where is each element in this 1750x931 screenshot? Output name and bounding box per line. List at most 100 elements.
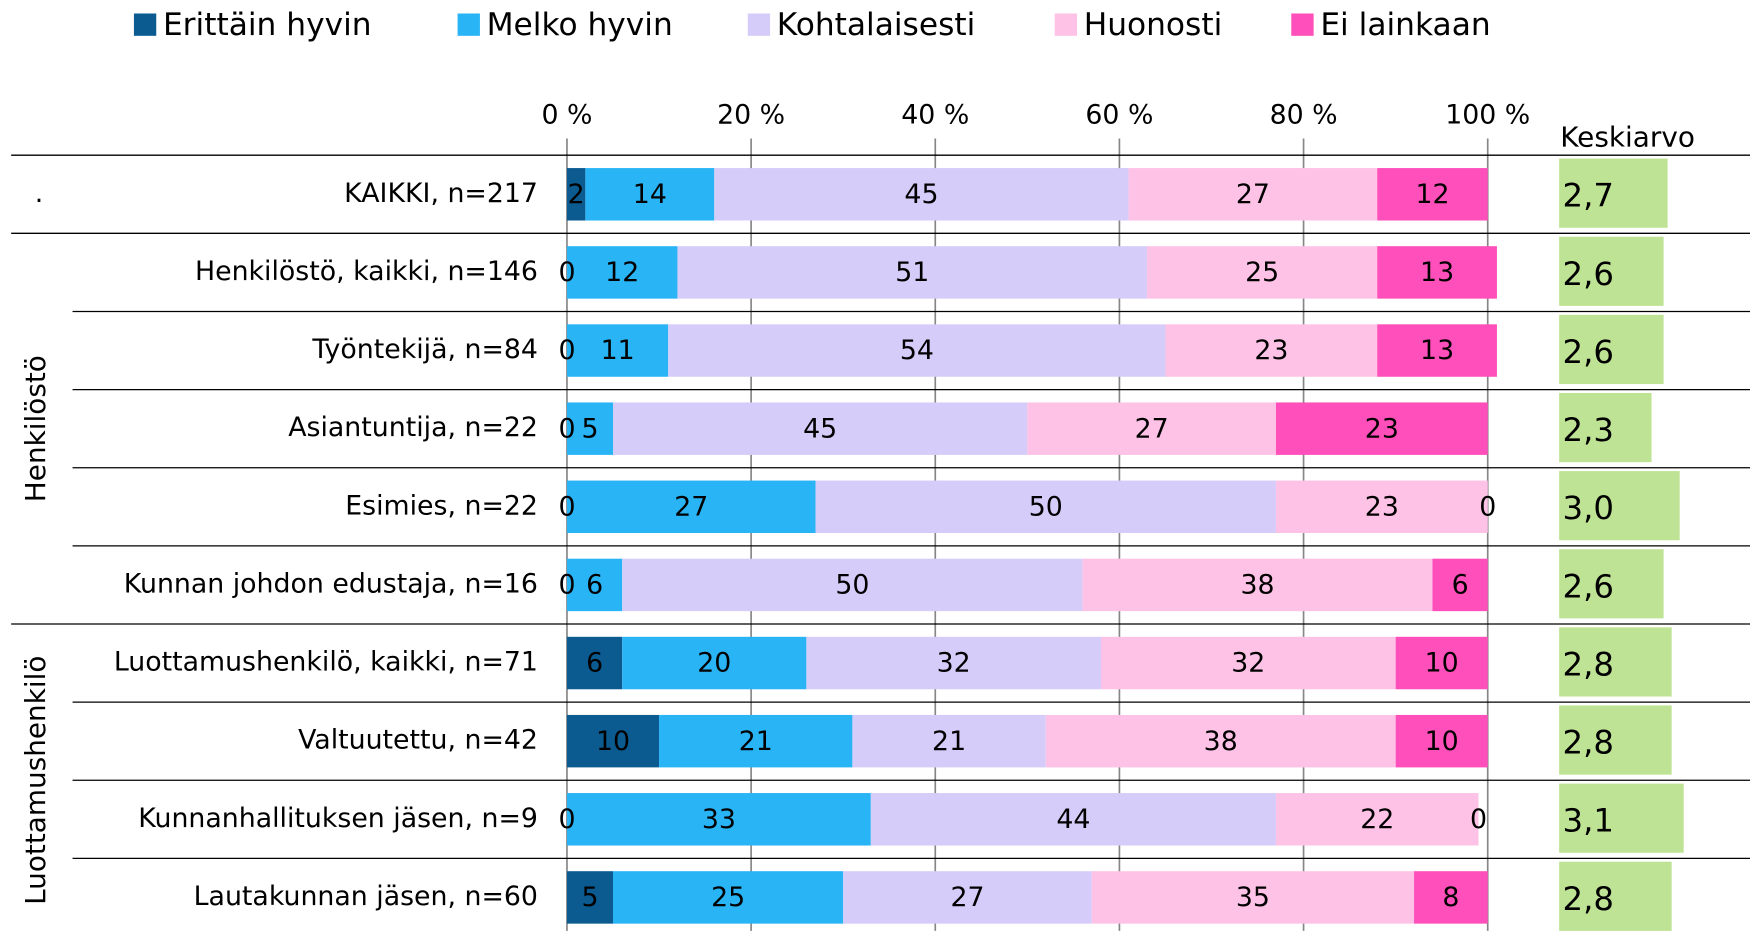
bar-segment	[1377, 324, 1497, 377]
data-label: 33	[702, 804, 736, 835]
bar-segment	[1027, 402, 1276, 455]
data-label: 50	[835, 570, 869, 601]
bar-segment	[1101, 636, 1396, 690]
bar-segment	[1275, 480, 1488, 534]
y-tick-label: Kunnan johdon edustaja, n=16	[124, 568, 538, 599]
data-label: 27	[1135, 413, 1169, 444]
data-label: 0	[558, 570, 575, 601]
bar-segment	[659, 714, 853, 768]
group-label: .	[35, 178, 44, 209]
bar-segment	[622, 558, 1083, 612]
y-tick-label: KAIKKI, n=217	[344, 178, 538, 209]
bar-segment	[1082, 558, 1433, 612]
bar-segment	[1275, 402, 1488, 455]
data-label: 23	[1365, 491, 1399, 522]
data-label: 27	[950, 882, 984, 913]
y-tick-label: Henkilöstö, kaikki, n=146	[195, 256, 538, 287]
data-label: 6	[586, 648, 603, 679]
data-label: 12	[1415, 179, 1449, 210]
mean-label: 2,6	[1563, 333, 1614, 371]
y-tick-label: Luottamushenkilö, kaikki, n=71	[114, 647, 538, 678]
legend-label: Huonosti	[1084, 7, 1223, 43]
mean-bar	[1559, 627, 1672, 697]
y-tick-label: Kunnanhallituksen jäsen, n=9	[138, 803, 538, 834]
x-tick-label: 40 %	[901, 100, 969, 131]
data-label: 27	[674, 491, 708, 522]
x-tick-label: 80 %	[1270, 100, 1338, 131]
data-label: 0	[558, 335, 575, 366]
data-label: 5	[581, 413, 598, 444]
legend-label: Kohtalaisesti	[777, 7, 976, 43]
data-label: 0	[1470, 804, 1487, 835]
mean-label: 2,7	[1563, 177, 1614, 215]
data-label: 44	[1056, 804, 1090, 835]
legend-label: Melko hyvin	[487, 7, 673, 43]
bar-segment	[1045, 714, 1396, 768]
bar-segment	[852, 714, 1046, 768]
bar-segment	[566, 636, 623, 690]
group-label: Henkilöstö	[19, 355, 52, 502]
bar-segment	[1377, 246, 1497, 299]
data-label: 51	[895, 257, 929, 288]
data-label: 35	[1236, 882, 1270, 913]
bar-segment	[1091, 871, 1415, 924]
data-label: 20	[697, 648, 731, 679]
bar-segment	[566, 871, 614, 924]
data-label: 45	[904, 179, 938, 210]
data-label: 0	[558, 804, 575, 835]
mean-label: 2,8	[1563, 880, 1614, 918]
group-label: Luottamushenkilö	[19, 656, 52, 905]
data-label: 27	[1236, 179, 1270, 210]
data-label: 13	[1420, 335, 1454, 366]
bar-segment	[566, 246, 678, 299]
bar-segment	[677, 246, 1148, 299]
data-label: 0	[558, 491, 575, 522]
mean-label: 3,1	[1563, 802, 1614, 840]
x-tick-label: 0 %	[541, 100, 592, 131]
data-label: 0	[558, 413, 575, 444]
mean-bar	[1559, 158, 1668, 228]
data-label: 6	[586, 570, 603, 601]
x-tick-label: 100 %	[1445, 100, 1530, 131]
x-tick-label: 60 %	[1085, 100, 1153, 131]
bar-segment	[566, 558, 623, 612]
data-label: 22	[1360, 804, 1394, 835]
data-label: 45	[803, 413, 837, 444]
bar-segment	[566, 168, 586, 221]
mean-label: 2,3	[1563, 411, 1614, 449]
mean-bar	[1559, 861, 1672, 931]
legend-swatch	[1054, 13, 1078, 36]
data-label: 0	[558, 257, 575, 288]
mean-label: 2,6	[1563, 567, 1614, 605]
bar-segment	[806, 636, 1102, 690]
mean-bar	[1559, 314, 1664, 385]
bar-segment	[1275, 793, 1479, 846]
data-label: 11	[601, 335, 635, 366]
mean-bar	[1559, 705, 1672, 775]
mean-label: 2,8	[1563, 724, 1614, 762]
y-tick-label: Asiantuntija, n=22	[288, 412, 538, 443]
bar-segment	[1128, 168, 1378, 221]
data-label: 50	[1029, 491, 1063, 522]
data-label: 10	[596, 726, 630, 757]
data-label: 25	[711, 882, 745, 913]
data-label: 23	[1254, 335, 1288, 366]
bar-segment	[566, 793, 871, 846]
legend-swatch	[1291, 13, 1314, 36]
mean-label: 3,0	[1563, 489, 1614, 527]
bar-segment	[622, 636, 807, 690]
data-label: 14	[633, 179, 667, 210]
y-tick-label: Valtuutettu, n=42	[298, 725, 538, 756]
bar-segment	[566, 480, 816, 534]
bar-segment	[613, 402, 1028, 455]
bar-segment	[870, 793, 1276, 846]
bar-segment	[1414, 871, 1488, 924]
data-label: 32	[1231, 648, 1265, 679]
bar-segment	[613, 871, 844, 924]
bar-segment	[843, 871, 1092, 924]
legend-swatch	[133, 13, 157, 36]
mean-bar	[1559, 471, 1680, 541]
y-tick-label: Lautakunnan jäsen, n=60	[194, 881, 538, 912]
data-label: 21	[739, 726, 773, 757]
